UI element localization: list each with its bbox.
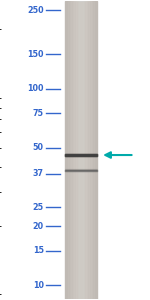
Bar xyxy=(73,1,89,299)
Bar xyxy=(69,1,92,299)
Bar xyxy=(78,1,84,299)
Bar xyxy=(68,1,94,299)
Text: 37: 37 xyxy=(33,169,44,178)
Text: 25: 25 xyxy=(33,202,44,211)
Bar xyxy=(79,1,83,299)
Bar xyxy=(76,1,86,299)
Text: 75: 75 xyxy=(33,109,44,118)
Text: 20: 20 xyxy=(33,222,44,231)
Bar xyxy=(71,1,91,299)
Bar xyxy=(65,1,97,299)
Text: 50: 50 xyxy=(33,143,44,152)
Text: 150: 150 xyxy=(27,50,44,58)
Text: 15: 15 xyxy=(33,246,44,255)
Text: 10: 10 xyxy=(33,281,44,290)
Text: 250: 250 xyxy=(27,6,44,15)
Text: 100: 100 xyxy=(27,84,44,93)
Bar xyxy=(74,1,87,299)
